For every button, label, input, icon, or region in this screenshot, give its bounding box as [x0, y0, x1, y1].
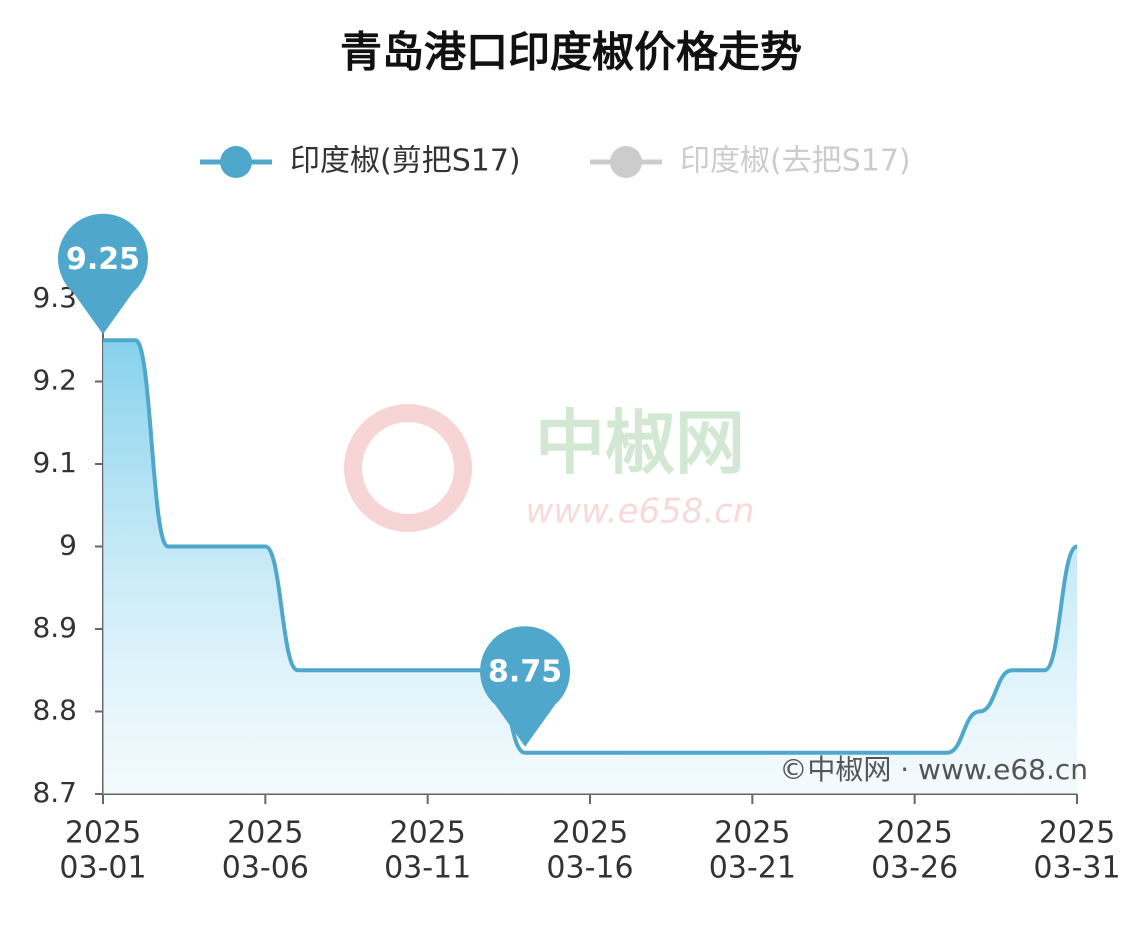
- pin-label: 9.25: [66, 242, 140, 277]
- line: [103, 338, 1078, 755]
- y-tick-label: 9.1: [32, 446, 77, 479]
- pin: [480, 626, 571, 747]
- y-tick-label: 8.8: [32, 694, 77, 727]
- x-tick-label: 2025: [552, 816, 628, 851]
- area: [103, 340, 1077, 794]
- x-tick-label: 2025: [227, 816, 303, 851]
- legend-label: 印度椒(去把S17): [680, 144, 911, 179]
- credit: ©中椒网 · www.e68.cn: [779, 753, 1088, 786]
- x-tick-label: 03-11: [384, 851, 471, 886]
- x-tick-label: 03-26: [871, 851, 958, 886]
- y-tick-label: 9.2: [32, 364, 77, 397]
- y-tick-label: 9: [59, 529, 77, 562]
- x-tick-label: 03-31: [1033, 851, 1120, 886]
- chart-title: 青岛港口印度椒价格走势: [340, 28, 802, 77]
- watermark-url: www.e658.cn: [526, 492, 755, 532]
- watermark-name: 中椒网: [535, 402, 745, 484]
- legend-label: 印度椒(剪把S17): [290, 144, 521, 179]
- x-tick-label: 2025: [389, 816, 465, 851]
- x-tick-label: 2025: [876, 816, 952, 851]
- x-tick-label: 03-01: [59, 851, 146, 886]
- x-tick-label: 03-16: [546, 851, 633, 886]
- x-tick-label: 03-06: [222, 851, 309, 886]
- pin-label: 8.75: [488, 654, 562, 689]
- legend-marker: [610, 146, 642, 178]
- watermark: 中椒网 www.e658.cn: [344, 402, 755, 532]
- x-tick-label: 2025: [65, 816, 141, 851]
- legend-marker: [220, 146, 252, 178]
- y-tick-label: 8.7: [32, 776, 77, 809]
- x-tick-label: 2025: [1039, 816, 1115, 851]
- y-tick-label: 8.9: [32, 611, 77, 644]
- x-tick-label: 2025: [714, 816, 790, 851]
- x-tick-label: 03-21: [709, 851, 796, 886]
- pin: [58, 213, 148, 335]
